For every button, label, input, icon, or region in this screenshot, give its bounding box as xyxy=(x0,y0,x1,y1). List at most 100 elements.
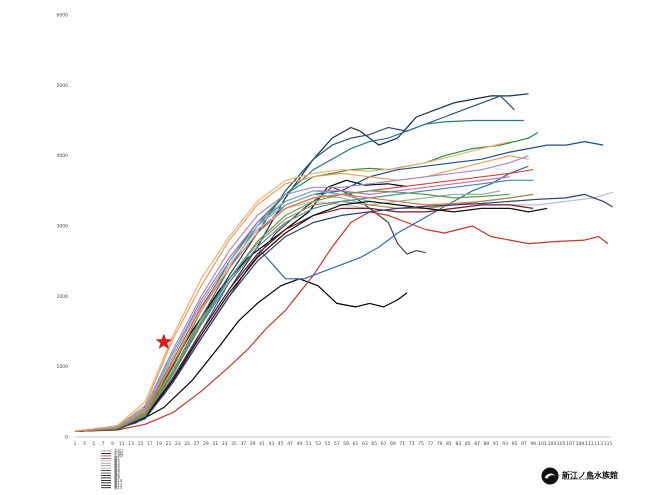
legend-label: 平均3 xyxy=(114,453,123,458)
legend-label: 第12 xyxy=(114,483,122,488)
x-tick-label: 109 xyxy=(576,441,585,447)
x-tick-label: 85 xyxy=(465,441,471,447)
x-tick-label: 101 xyxy=(538,441,547,447)
x-tick-label: 39 xyxy=(250,441,256,447)
x-tick-label: 113 xyxy=(594,441,603,447)
x-tick-label: 97 xyxy=(521,441,527,447)
series-line xyxy=(74,119,524,432)
x-tick-label: 103 xyxy=(548,441,557,447)
x-tick-label: 33 xyxy=(222,441,228,447)
x-tick-label: 1 xyxy=(74,441,77,447)
x-tick-label: 29 xyxy=(203,441,209,447)
legend-label: 第5 xyxy=(114,465,120,470)
x-tick-label: 99 xyxy=(530,441,536,447)
legend-label: 第2 xyxy=(114,458,120,463)
legend-label: 平均2 xyxy=(114,451,123,456)
legend-label: 第8 xyxy=(114,473,121,478)
x-tick-label: 31 xyxy=(212,441,218,447)
series-line xyxy=(74,200,548,432)
x-tick-label: 81 xyxy=(446,441,452,447)
x-tick-label: 95 xyxy=(512,441,518,447)
y-tick-label: 1000 xyxy=(57,364,69,370)
x-tick-label: 27 xyxy=(194,441,200,447)
x-tick-label: 13 xyxy=(128,441,134,447)
x-tick-label: 21 xyxy=(166,441,172,447)
series-line xyxy=(74,179,534,432)
x-tick-label: 53 xyxy=(315,441,321,447)
x-tick-label: 83 xyxy=(456,441,462,447)
series-line xyxy=(74,141,510,432)
x-tick-label: 47 xyxy=(287,441,293,447)
x-tick-label: 9 xyxy=(111,441,114,447)
star-marker xyxy=(155,333,172,349)
logo-mark-icon xyxy=(541,467,559,485)
legend-label: 第10 xyxy=(114,478,123,483)
x-tick-label: 89 xyxy=(484,441,490,447)
x-tick-label: 19 xyxy=(156,441,162,447)
y-tick-label: 5000 xyxy=(57,83,69,89)
series-line xyxy=(74,95,515,432)
x-tick-label: 105 xyxy=(557,441,566,447)
legend-label: 第4 xyxy=(114,463,121,468)
x-tick-label: 5 xyxy=(92,441,95,447)
series-line xyxy=(74,165,529,432)
y-tick-label: 0 xyxy=(65,435,68,441)
x-tick-label: 17 xyxy=(147,441,153,447)
x-tick-label: 75 xyxy=(418,441,424,447)
legend-label: 第13 xyxy=(114,485,122,490)
aquarium-logo: 新江ノ島水族館 ENOSHIMA AQUARIUM xyxy=(541,466,621,486)
x-tick-label: 57 xyxy=(334,441,340,447)
x-tick-label: 61 xyxy=(353,441,359,447)
x-tick-label: 3 xyxy=(83,441,86,447)
series-line xyxy=(74,204,534,432)
x-tick-label: 43 xyxy=(269,441,275,447)
series-line xyxy=(74,93,529,432)
series-line xyxy=(74,179,408,432)
x-tick-label: 49 xyxy=(297,441,303,447)
x-tick-label: 51 xyxy=(306,441,312,447)
x-tick-label: 67 xyxy=(381,441,387,447)
x-tick-label: 23 xyxy=(175,441,181,447)
series-line xyxy=(74,193,534,432)
series-layer xyxy=(74,93,614,432)
x-tick-label: 115 xyxy=(604,441,613,447)
series-line xyxy=(74,155,529,432)
x-axis: 1 3 5 7 9 11 13 15 17 19 21 23 25 27 29 31 33 35 37 39 41 43 4… xyxy=(74,436,613,447)
x-tick-label: 55 xyxy=(325,441,331,447)
x-tick-label: 7 xyxy=(102,441,105,447)
logo-title: 新江ノ島水族館 xyxy=(562,469,618,480)
y-axis-labels: 0 1000 2000 3000 4000 5000 6000 xyxy=(57,13,69,441)
x-tick-label: 63 xyxy=(362,441,368,447)
legend-label: 第11 xyxy=(114,480,122,485)
y-tick-label: 2000 xyxy=(57,294,69,300)
legend-label: 平均1 xyxy=(114,448,123,453)
series-line xyxy=(74,190,510,432)
series-line xyxy=(74,193,482,432)
x-tick-label: 111 xyxy=(585,441,594,447)
x-tick-label: 41 xyxy=(259,441,265,447)
series-line xyxy=(74,131,539,432)
legend-label: 第6 xyxy=(114,468,121,473)
x-tick-label: 69 xyxy=(390,441,396,447)
y-tick-label: 3000 xyxy=(57,224,69,230)
x-tick-label: 79 xyxy=(437,441,443,447)
logo-subtitle: ENOSHIMA AQUARIUM xyxy=(562,477,595,481)
x-tick-label: 45 xyxy=(278,441,284,447)
x-tick-label: 93 xyxy=(502,441,508,447)
x-tick-label: 71 xyxy=(399,441,405,447)
x-tick-label: 25 xyxy=(184,441,190,447)
x-tick-label: 35 xyxy=(231,441,237,447)
legend-label: 第9 xyxy=(114,475,121,480)
x-tick-label: 37 xyxy=(240,441,246,447)
x-tick-label: 11 xyxy=(119,441,125,447)
series-line xyxy=(74,155,529,432)
y-tick-label: 6000 xyxy=(57,13,69,19)
legend-label: 第7 xyxy=(114,470,120,475)
marker-layer xyxy=(155,333,172,349)
series-line xyxy=(74,193,614,432)
x-tick-label: 87 xyxy=(474,441,480,447)
legend-label: 第3 xyxy=(114,460,120,465)
series-line xyxy=(74,190,501,432)
